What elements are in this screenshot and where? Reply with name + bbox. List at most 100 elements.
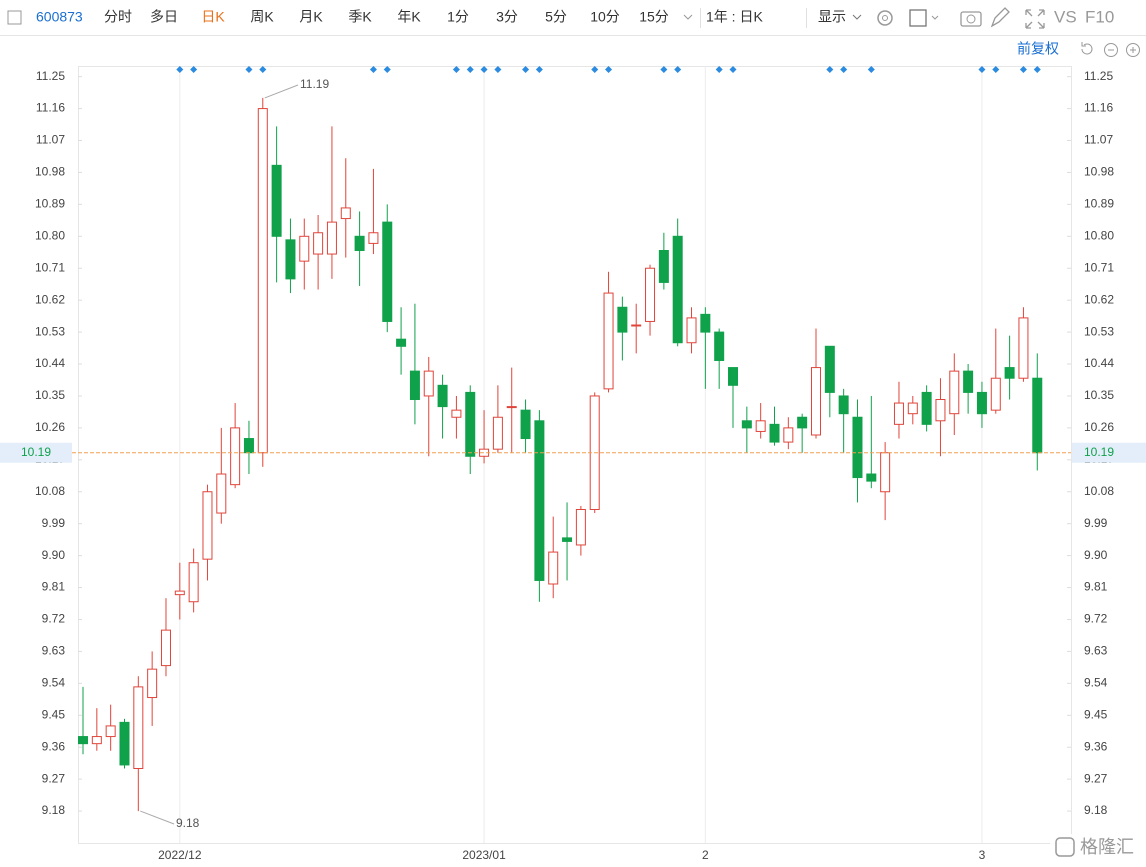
- candle-body: [617, 306, 628, 333]
- event-marker: [826, 66, 834, 73]
- color-box[interactable]: [909, 9, 927, 27]
- event-marker: [369, 66, 377, 73]
- candle-body: [1032, 377, 1043, 454]
- candle-body: [78, 736, 88, 745]
- reset-icon[interactable]: [1081, 42, 1093, 55]
- candle-body: [976, 391, 987, 415]
- candle-body: [935, 399, 946, 422]
- tab[interactable]: 多日: [150, 9, 178, 25]
- y-tick-label: 10.53: [35, 324, 65, 338]
- candle-body: [216, 473, 227, 514]
- event-marker: [729, 66, 737, 73]
- display-menu[interactable]: 显示: [818, 9, 846, 25]
- candle-body: [1018, 317, 1029, 379]
- tabs: 分时 多日 日K 周K 月K 季K 年K 1分 3分 5分 10分 15分: [104, 9, 669, 25]
- y-tick-label: 9.36: [42, 739, 66, 753]
- candle-body: [658, 249, 669, 283]
- max-label: 11.19: [300, 77, 329, 91]
- candle-body: [423, 370, 434, 397]
- zoom-in[interactable]: [1126, 43, 1140, 57]
- candle-body: [396, 338, 407, 347]
- y-tick-label: 10.80: [35, 228, 65, 242]
- x-tick-label: 2022/12: [158, 848, 202, 862]
- candle-body: [631, 324, 642, 327]
- x-tick-label: 3: [979, 848, 986, 862]
- candle-body: [534, 420, 545, 581]
- candle-body: [160, 629, 171, 667]
- event-marker: [245, 66, 253, 73]
- stock-code[interactable]: 600873: [36, 9, 83, 25]
- candle-body: [838, 395, 849, 415]
- candle-body: [728, 367, 739, 386]
- candle-body: [990, 377, 1001, 411]
- candle-body: [437, 384, 448, 408]
- candle-body: [243, 438, 254, 454]
- tab[interactable]: 5分: [545, 9, 567, 25]
- candle-body: [133, 686, 144, 769]
- y-tick-label: 9.99: [42, 516, 66, 530]
- y-tick-label: 11.07: [1084, 133, 1113, 147]
- event-marker: [674, 66, 682, 73]
- tab[interactable]: 周K: [250, 9, 274, 25]
- candle-body: [105, 725, 116, 738]
- candle-body: [562, 537, 573, 542]
- candle-body: [451, 409, 462, 418]
- candle-body: [963, 370, 974, 393]
- tab[interactable]: 年K: [397, 9, 421, 25]
- plot: 2022/12 2023/01 2 3 11.25 11.25 11.16 11.16 11.0…: [0, 66, 1146, 862]
- vs-button[interactable]: VS: [1054, 7, 1077, 26]
- y-tick-label: 10.35: [1084, 388, 1114, 402]
- y-tick-label: 9.54: [42, 676, 66, 690]
- candle-body: [188, 562, 199, 603]
- y-tick-label: 9.72: [1084, 612, 1108, 626]
- zoom-out[interactable]: [1104, 43, 1118, 57]
- tab[interactable]: 15分: [639, 9, 669, 25]
- tab[interactable]: 季K: [348, 9, 372, 25]
- screenshot-icon[interactable]: [960, 11, 982, 27]
- y-tick-label: 10.08: [1084, 484, 1114, 498]
- tab[interactable]: 分时: [104, 9, 132, 25]
- y-tick-label: 9.63: [42, 644, 66, 658]
- last-price-box: [1072, 442, 1146, 463]
- candle-body: [520, 409, 531, 440]
- draw-icon[interactable]: [990, 7, 1010, 28]
- y-tick-label: 10.98: [35, 165, 65, 179]
- tab[interactable]: 3分: [496, 9, 518, 25]
- candle-body: [271, 164, 282, 237]
- tab[interactable]: 日K: [201, 9, 225, 25]
- y-tick-label: 10.98: [1084, 165, 1114, 179]
- candle-body: [340, 207, 351, 220]
- candle-body: [949, 370, 960, 415]
- y-tick-label: 10.89: [1084, 197, 1114, 211]
- tab[interactable]: 1分: [447, 9, 469, 25]
- more-chevron[interactable]: [683, 14, 693, 20]
- candle-body: [492, 416, 503, 450]
- y-tick-label: 9.81: [1084, 580, 1108, 594]
- candle-body: [368, 232, 379, 244]
- f10-button[interactable]: F10: [1085, 7, 1114, 26]
- adjust-menu[interactable]: 前复权: [1017, 41, 1059, 57]
- y-tick-label: 9.18: [42, 803, 66, 817]
- period-select[interactable]: 1年 : 日K: [706, 9, 763, 25]
- tab[interactable]: 10分: [590, 9, 620, 25]
- event-marker: [867, 66, 875, 73]
- candle-body: [326, 221, 337, 255]
- tab[interactable]: 月K: [299, 9, 323, 25]
- event-marker: [660, 66, 668, 73]
- event-marker: [591, 66, 599, 73]
- candle-body: [91, 736, 102, 745]
- event-marker: [190, 66, 198, 73]
- fullscreen-icon[interactable]: [1025, 9, 1045, 29]
- event-marker: [452, 66, 460, 73]
- candle-body: [700, 313, 711, 333]
- candle-body: [755, 420, 766, 432]
- last-price-label: 10.19: [1084, 445, 1114, 459]
- candle-body: [230, 427, 241, 486]
- zoom-in-plus: [1130, 47, 1136, 53]
- panel-toggle[interactable]: [7, 10, 22, 25]
- candle-body: [257, 108, 268, 454]
- y-tick-label: 11.16: [36, 101, 65, 115]
- event-marker: [480, 66, 488, 73]
- y-tick-label: 10.26: [1084, 420, 1114, 434]
- settings-icon[interactable]: [877, 10, 893, 26]
